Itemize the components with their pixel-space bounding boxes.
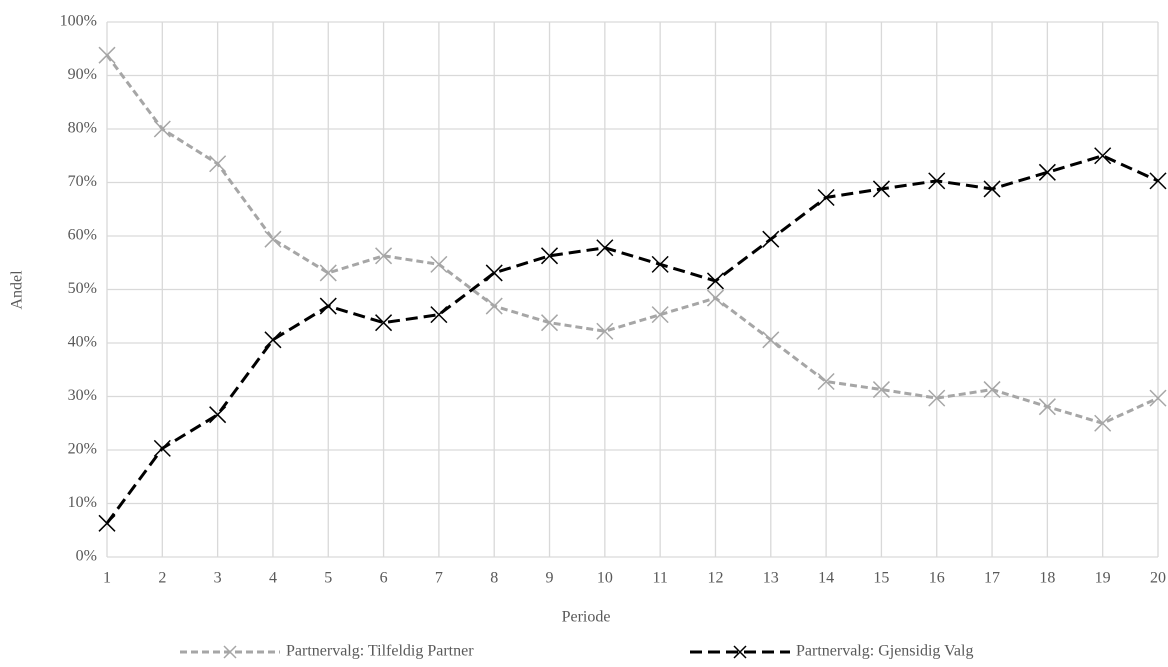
marker [872, 381, 890, 399]
x-axis-title: Periode [562, 609, 611, 626]
marker [928, 389, 946, 407]
marker [651, 255, 669, 273]
marker [153, 120, 171, 138]
y-tick-label: 100% [60, 13, 97, 30]
x-tick-label: 17 [984, 570, 1000, 587]
y-tick-label: 80% [68, 120, 97, 137]
marker [264, 230, 282, 248]
x-tick-label: 7 [435, 570, 443, 587]
marker [1038, 398, 1056, 416]
marker [1094, 147, 1112, 165]
marker [983, 180, 1001, 198]
x-tick-label: 20 [1150, 570, 1166, 587]
marker [706, 289, 725, 307]
marker [872, 180, 890, 198]
marker [928, 172, 946, 190]
marker [209, 406, 227, 424]
marker [596, 239, 614, 257]
marker [375, 247, 393, 265]
marker [98, 46, 116, 64]
y-tick-label: 90% [68, 66, 97, 83]
y-tick-label: 70% [68, 173, 97, 190]
marker [319, 264, 337, 282]
x-tick-label: 19 [1095, 570, 1111, 587]
series-line [105, 154, 1159, 525]
y-axis-title: Andel [9, 270, 26, 310]
marker [1038, 163, 1056, 181]
x-tick-label: 13 [763, 570, 779, 587]
legend-marker [223, 645, 237, 659]
y-tick-label: 60% [68, 227, 97, 244]
x-tick-label: 10 [597, 570, 613, 587]
marker [596, 322, 614, 340]
y-tick-label: 0% [76, 548, 97, 565]
y-tick-label: 40% [68, 334, 97, 351]
x-tick-label: 18 [1039, 570, 1055, 587]
marker [817, 372, 835, 391]
marker [153, 439, 171, 457]
y-tick-label: 10% [68, 494, 97, 511]
series-line [105, 54, 1159, 425]
x-tick-label: 15 [873, 570, 889, 587]
legend-marker [733, 645, 747, 659]
marker [1149, 389, 1167, 407]
marker [651, 306, 669, 324]
marker [762, 331, 780, 349]
x-tick-label: 12 [707, 570, 723, 587]
x-tick-label: 4 [269, 570, 277, 587]
marker [817, 188, 835, 207]
legend-label: Partnervalg: Gjensidig Valg [796, 643, 973, 660]
x-tick-label: 2 [158, 570, 166, 587]
marker [706, 272, 725, 290]
x-tick-label: 5 [324, 570, 332, 587]
x-tick-label: 8 [490, 570, 498, 587]
marker [430, 255, 448, 273]
marker [430, 306, 448, 324]
y-tick-label: 20% [68, 441, 97, 458]
x-tick-label: 1 [103, 570, 111, 587]
marker [1149, 172, 1167, 190]
marker [485, 264, 503, 282]
marker [485, 297, 503, 315]
x-tick-label: 16 [929, 570, 945, 587]
marker [1094, 414, 1112, 432]
legend-label: Partnervalg: Tilfeldig Partner [286, 643, 474, 660]
x-tick-label: 6 [380, 570, 388, 587]
x-tick-label: 9 [546, 570, 554, 587]
x-tick-label: 14 [818, 570, 834, 587]
x-tick-label: 11 [652, 570, 667, 587]
y-tick-label: 50% [68, 280, 97, 297]
marker [540, 247, 559, 265]
marker [375, 314, 393, 332]
y-tick-label: 30% [68, 387, 97, 404]
marker [762, 230, 780, 248]
marker [983, 381, 1001, 399]
marker [209, 155, 227, 173]
x-tick-label: 3 [214, 570, 222, 587]
marker [319, 297, 337, 315]
marker [264, 331, 282, 349]
marker [540, 314, 559, 332]
marker [98, 514, 116, 532]
